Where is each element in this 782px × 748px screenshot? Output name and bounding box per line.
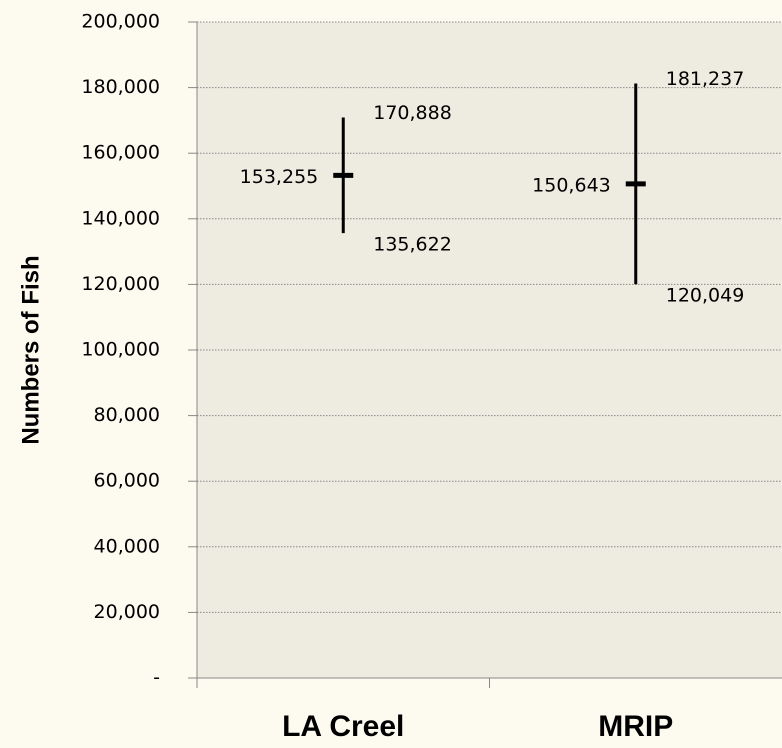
mean-label: 153,255	[240, 166, 319, 188]
y-tick-label: 80,000	[94, 404, 160, 426]
x-tick-label: LA Creel	[282, 710, 404, 743]
low-label: 120,049	[666, 285, 745, 307]
y-tick-label: 180,000	[81, 76, 160, 98]
y-tick-label: 120,000	[81, 273, 160, 295]
high-label: 181,237	[666, 68, 745, 90]
y-axis-title: Numbers of Fish	[17, 255, 44, 444]
mean-label: 150,643	[532, 174, 611, 196]
x-tick-label: MRIP	[598, 710, 673, 743]
high-label: 170,888	[373, 102, 452, 124]
low-label: 135,622	[373, 234, 452, 256]
y-tick-label: 40,000	[94, 535, 160, 557]
y-tick-label: 140,000	[81, 207, 160, 229]
y-tick-label: 160,000	[81, 142, 160, 164]
y-tick-label: 60,000	[94, 470, 160, 492]
y-tick-label: 200,000	[81, 11, 160, 33]
y-tick-label: 20,000	[94, 601, 160, 623]
y-tick-label: -	[153, 667, 160, 689]
y-tick-label: 100,000	[81, 339, 160, 361]
